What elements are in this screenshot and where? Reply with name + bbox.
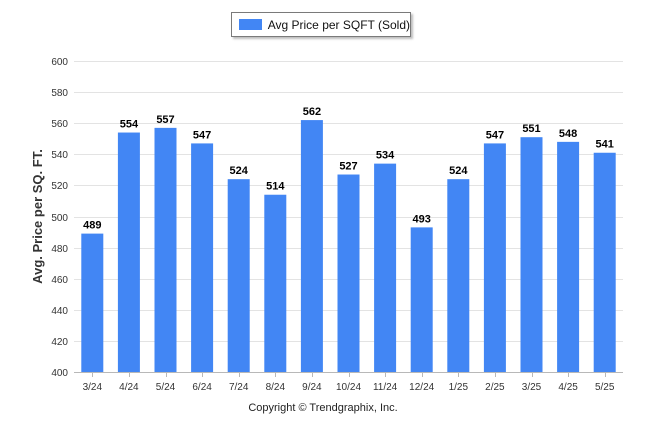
y-tick-label: 580: [51, 88, 68, 99]
x-tick-label: 4/24: [119, 382, 139, 393]
data-label: 551: [522, 123, 540, 135]
y-tick-label: 400: [51, 368, 68, 379]
x-tick-label: 3/25: [522, 382, 542, 393]
bar: [374, 163, 397, 372]
legend: Avg Price per SQFT (Sold): [231, 12, 411, 37]
y-tick-label: 520: [51, 181, 68, 192]
bar: [337, 174, 360, 372]
x-tick-label: 5/24: [156, 382, 176, 393]
y-tick-label: 540: [51, 150, 68, 161]
data-label: 554: [120, 119, 139, 131]
bar: [593, 152, 616, 372]
bar: [154, 127, 177, 373]
data-label: 493: [413, 213, 431, 225]
x-tick-label: 10/24: [336, 382, 361, 393]
bar: [81, 233, 104, 372]
x-tick-label: 3/24: [83, 382, 103, 393]
bar: [191, 143, 214, 372]
data-label: 534: [376, 150, 395, 162]
data-label: 524: [230, 165, 249, 177]
y-axis-title: Avg. Price per SQ. FT.: [30, 149, 45, 284]
data-label: 527: [339, 161, 357, 173]
data-label: 524: [449, 165, 468, 177]
y-tick-label: 560: [51, 119, 68, 130]
y-tick-label: 460: [51, 275, 68, 286]
data-label: 557: [156, 114, 174, 126]
data-label: 514: [266, 181, 285, 193]
y-tick-label: 440: [51, 306, 68, 317]
data-label: 562: [303, 106, 321, 118]
data-label: 548: [559, 128, 577, 140]
y-tick-label: 420: [51, 337, 68, 348]
x-tick-label: 7/24: [229, 382, 249, 393]
data-label: 541: [596, 139, 614, 151]
x-tick-label: 6/24: [192, 382, 212, 393]
x-tick-label: 9/24: [302, 382, 322, 393]
bar: [520, 137, 543, 372]
bar: [300, 120, 323, 372]
legend-label: Avg Price per SQFT (Sold): [267, 17, 410, 32]
x-tick-label: 11/24: [373, 382, 398, 393]
bar: [117, 132, 140, 372]
x-tick-label: 1/25: [449, 382, 469, 393]
bar: [557, 141, 580, 372]
x-tick-label: 12/24: [409, 382, 434, 393]
x-tick-label: 4/25: [558, 382, 578, 393]
y-tick-label: 500: [51, 213, 68, 224]
x-tick-label: 8/24: [266, 382, 286, 393]
x-tick-label: 2/25: [485, 382, 505, 393]
y-tick-label: 600: [51, 57, 68, 68]
copyright-text: Copyright © Trendgraphix, Inc.: [248, 402, 398, 414]
data-label: 489: [83, 220, 101, 232]
bar: [447, 179, 470, 372]
bar: [483, 143, 506, 372]
x-tick-label: 5/25: [595, 382, 615, 393]
legend-swatch: [239, 19, 262, 30]
data-label: 547: [193, 129, 211, 141]
bar: [410, 227, 433, 372]
bar: [227, 179, 250, 372]
data-label: 547: [486, 129, 504, 141]
bar: [264, 194, 287, 372]
y-tick-label: 480: [51, 244, 68, 255]
